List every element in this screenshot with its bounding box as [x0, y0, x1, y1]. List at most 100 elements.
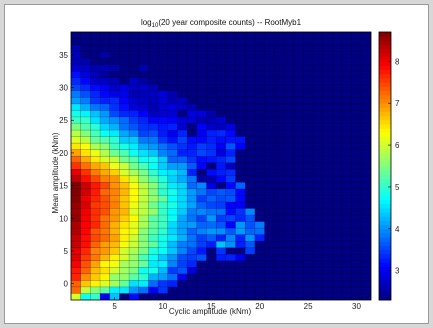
heatmap-cell: [177, 228, 188, 235]
heatmap-cell: [206, 175, 217, 183]
x-axis-label: Cyclic amplitude (kNm): [169, 307, 252, 316]
heatmap-cell: [90, 116, 101, 124]
heatmap-cell: [187, 175, 197, 183]
heatmap-cell: [187, 234, 197, 242]
heatmap-cell: [109, 175, 120, 183]
y-tick-label: 20: [59, 149, 68, 158]
heatmap-cell: [245, 241, 255, 248]
heatmap-cell: [119, 208, 130, 216]
heatmap-cell: [109, 90, 120, 98]
heatmap-cell: [109, 286, 120, 294]
heatmap-cell: [148, 175, 159, 183]
heatmap-cell: [80, 215, 91, 222]
y-axis-label: Mean amplitude (kNm): [51, 132, 60, 213]
heatmap-cell: [148, 149, 159, 157]
heatmap-cell: [148, 254, 159, 261]
heatmap-cell: [80, 201, 91, 209]
heatmap-cell: [206, 234, 217, 242]
heatmap-cell: [245, 215, 255, 222]
heatmap-cell: [100, 156, 110, 163]
heatmap-cell: [206, 123, 217, 131]
heatmap-cell: [109, 188, 120, 196]
heatmap-cell: [158, 215, 168, 222]
heatmap-cell: [177, 182, 188, 189]
colorbar-swatch: [379, 166, 391, 171]
heatmap-cell: [167, 175, 178, 183]
colorbar-swatch: [379, 82, 391, 87]
y-tick-label: 5: [64, 247, 69, 256]
heatmap-cell: [216, 208, 226, 216]
heatmap-cell: [109, 136, 120, 144]
heatmap-cell: [187, 169, 197, 176]
colorbar-swatch: [379, 212, 391, 217]
heatmap-cell: [158, 90, 168, 98]
heatmap-cell: [216, 201, 226, 209]
heatmap-cell: [119, 149, 130, 157]
heatmap-cell: [109, 247, 120, 255]
colorbar-swatch: [379, 94, 391, 100]
heatmap-cell: [129, 103, 139, 111]
heatmap-cell: [167, 260, 178, 268]
heatmap-cell: [196, 136, 207, 144]
colorbar-swatch: [379, 136, 391, 142]
heatmap-cell: [109, 103, 120, 111]
heatmap-cell: [216, 195, 226, 202]
x-tick-label: 25: [304, 302, 313, 311]
colorbar-swatch: [379, 153, 391, 159]
colorbar-swatch: [379, 132, 391, 138]
heatmap-cell: [196, 123, 207, 131]
heatmap-cell: [158, 182, 168, 189]
heatmap-cell: [109, 169, 120, 176]
heatmap-cell: [109, 241, 120, 248]
heatmap-cell: [71, 201, 81, 209]
heatmap-cell: [90, 201, 101, 209]
heatmap-cell: [90, 182, 101, 189]
heatmap-cell: [196, 201, 207, 209]
heatmap-cell: [187, 215, 197, 222]
y-tick-label: 35: [59, 51, 68, 60]
heatmap-cell: [225, 149, 236, 157]
heatmap-cell: [90, 71, 101, 78]
heatmap-cell: [225, 241, 236, 248]
heatmap-cell: [138, 149, 149, 157]
colorbar-swatch: [379, 61, 391, 66]
heatmap-cell: [187, 247, 197, 255]
colorbar-swatch: [379, 140, 391, 146]
heatmap-cell: [196, 156, 207, 163]
heatmap-cell: [138, 110, 149, 117]
heatmap-cell: [225, 162, 236, 170]
heatmap-cell: [225, 228, 236, 235]
heatmap-cell: [177, 130, 188, 137]
heatmap-cell: [225, 234, 236, 242]
heatmap-cell: [167, 97, 178, 104]
heatmap-cell: [109, 221, 120, 229]
colorbar-swatch: [379, 149, 391, 154]
heatmap-cell: [138, 215, 149, 222]
heatmap-cell: [80, 103, 91, 111]
heatmap-cell: [129, 130, 139, 137]
heatmap-cell: [206, 188, 217, 196]
heatmap-cell: [71, 90, 81, 98]
colorbar-frame: [378, 31, 392, 301]
heatmap-cell: [71, 280, 81, 287]
heatmap-cell: [235, 234, 246, 242]
heatmap-cell: [196, 215, 207, 222]
heatmap-cell: [129, 273, 139, 281]
heatmap-cell: [100, 221, 110, 229]
heatmap-cell: [119, 143, 130, 150]
heatmap-cell: [80, 267, 91, 274]
heatmap-cell: [158, 123, 168, 131]
heatmap-cell: [90, 267, 101, 274]
colorbar-swatch: [379, 220, 391, 226]
heatmap-cell: [129, 175, 139, 183]
heatmap-cell: [129, 182, 139, 189]
heatmap-cell: [100, 77, 110, 85]
colorbar-swatch: [379, 86, 391, 92]
heatmap-cell: [167, 162, 178, 170]
heatmap-cell: [80, 156, 91, 163]
heatmap-cell: [71, 254, 81, 261]
heatmap-cell: [148, 162, 159, 170]
heatmap-cell: [129, 149, 139, 157]
heatmap-cell: [177, 136, 188, 144]
heatmap-cell: [167, 182, 178, 189]
